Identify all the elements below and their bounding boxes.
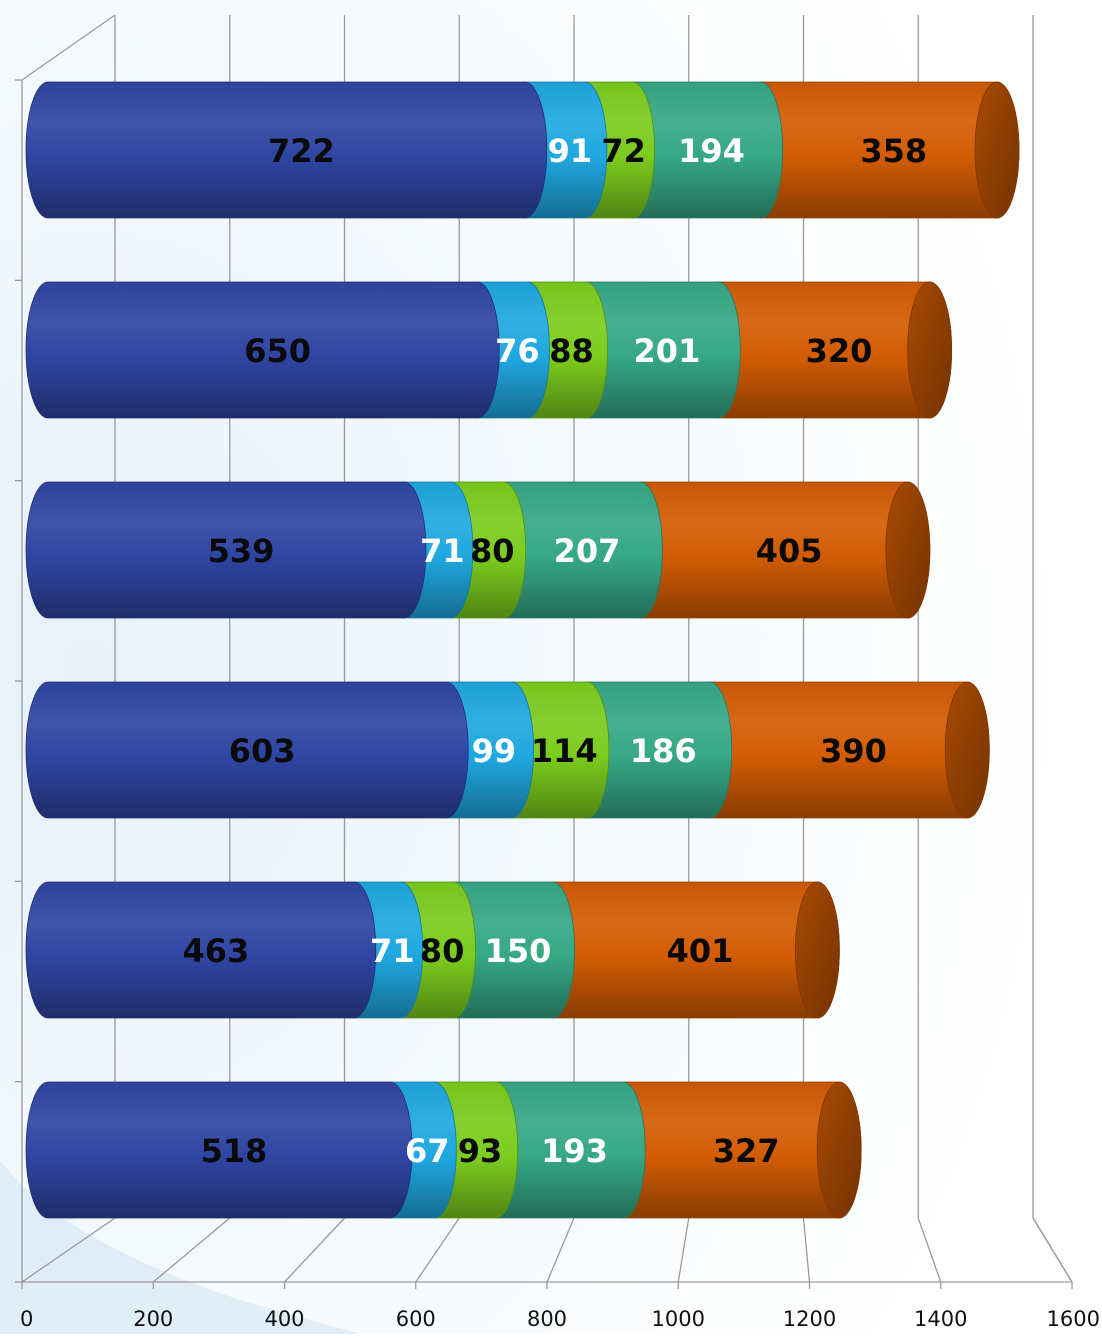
data-label: 201 (634, 332, 701, 370)
bar-row: 518 67 93 193 327 (25, 1081, 862, 1219)
data-label: 76 (495, 332, 540, 370)
bar-start-cap (28, 82, 50, 218)
data-label: 320 (806, 332, 873, 370)
bar-segment (25, 281, 500, 419)
data-label: 405 (756, 532, 823, 570)
data-label: 603 (229, 732, 296, 770)
x-tick-label: 1400 (914, 1307, 967, 1331)
data-label: 327 (713, 1132, 780, 1170)
x-tick-label: 1000 (652, 1307, 705, 1331)
floor-gridline (917, 1217, 942, 1283)
data-label: 88 (549, 332, 594, 370)
floor-gridline (152, 1217, 231, 1283)
bar-end-cap (944, 681, 990, 819)
floor-gridline (284, 1217, 345, 1283)
bar-start-cap (28, 682, 50, 818)
bar-start-cap (28, 1082, 50, 1218)
data-label: 186 (630, 732, 697, 770)
bar-end-cap (885, 481, 931, 619)
bar-segment (25, 81, 548, 219)
data-label: 80 (470, 532, 515, 570)
floor-gridline (546, 1217, 575, 1283)
x-tick-label: 200 (133, 1307, 173, 1331)
data-label: 71 (370, 932, 415, 970)
x-tick-label: 800 (527, 1307, 567, 1331)
data-label: 390 (820, 732, 887, 770)
x-tick-label: 1200 (783, 1307, 836, 1331)
x-tick-label: 0 (20, 1307, 33, 1331)
data-label: 91 (548, 132, 593, 170)
data-label: 150 (485, 932, 552, 970)
data-label: 401 (667, 932, 734, 970)
data-label: 72 (601, 132, 646, 170)
bar-segment (25, 681, 469, 819)
bar-end-cap (816, 1081, 862, 1219)
bar-end-cap (974, 81, 1020, 219)
bar-start-cap (28, 282, 50, 418)
data-label: 193 (541, 1132, 608, 1170)
x-axis-ticks: 0 200 400 600 800 1000 1200 1400 1600 (20, 1307, 1100, 1331)
bar-start-cap (28, 482, 50, 618)
bar-segment (25, 481, 427, 619)
x-tick-label: 1600 (1047, 1307, 1100, 1331)
data-label: 71 (420, 532, 465, 570)
data-label: 114 (531, 732, 598, 770)
floor-gridline (802, 1217, 811, 1283)
bar-row: 650 76 88 201 320 (25, 281, 953, 419)
floor-gridline (415, 1217, 460, 1283)
data-label: 67 (405, 1132, 450, 1170)
data-label: 518 (201, 1132, 268, 1170)
data-label: 463 (182, 932, 249, 970)
data-label: 358 (860, 132, 927, 170)
data-label: 80 (420, 932, 465, 970)
bar-row: 539 71 80 207 405 (25, 481, 931, 619)
bar-row: 722 91 72 194 358 (25, 81, 1020, 219)
bar-start-cap (28, 882, 50, 1018)
corner-wash (0, 1160, 360, 1334)
x-tick-label: 400 (264, 1307, 304, 1331)
data-label: 207 (554, 532, 621, 570)
bar-end-cap (907, 281, 953, 419)
data-label: 93 (458, 1132, 503, 1170)
bar-row: 463 71 80 150 401 (25, 881, 840, 1019)
floor-gridline (21, 1217, 116, 1283)
x-tick-label: 600 (396, 1307, 436, 1331)
bar-end-cap (794, 881, 840, 1019)
data-label: 650 (244, 332, 311, 370)
data-label: 99 (472, 732, 517, 770)
data-label: 722 (268, 132, 335, 170)
floor-right-edge (1032, 1217, 1073, 1283)
floor-gridline (677, 1217, 690, 1283)
side-wall-top-edge (21, 14, 116, 81)
data-label: 194 (678, 132, 745, 170)
bar-segment (25, 881, 377, 1019)
bar-row: 603 99 114 186 390 (25, 681, 990, 819)
bar-segment (25, 1081, 413, 1219)
data-label: 539 (208, 532, 275, 570)
